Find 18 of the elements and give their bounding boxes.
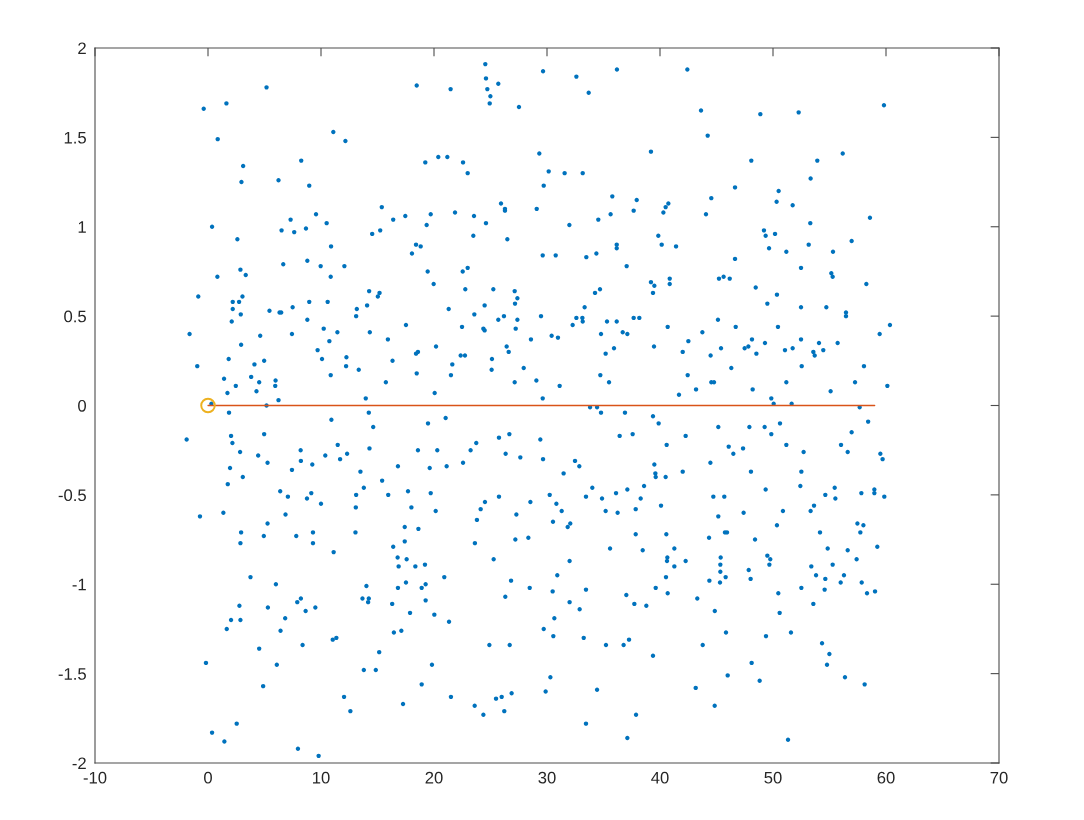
x-tick-label: 20 [425,771,443,784]
x-tick-label: 10 [313,771,330,784]
x-tick-label: 70 [990,771,1008,784]
x-tick-label: 60 [877,771,895,784]
y-tick-label: -2 [72,757,86,770]
y-tick-label: 0.5 [64,310,86,323]
y-tick-label: 2 [78,42,86,55]
y-tick-label: 1 [78,221,86,233]
x-tick-label: -10 [83,771,107,784]
y-tick-label: -1.5 [58,668,86,680]
y-tick-label: -0.5 [58,489,86,502]
x-tick-label: 0 [204,771,212,784]
x-tick-label: 40 [651,771,669,784]
y-tick-label: 0 [78,399,87,412]
x-tick-label: 30 [538,771,556,784]
y-tick-label: 1.5 [64,131,86,144]
y-tick-label: -1 [72,578,86,591]
x-tick-label: 50 [764,771,782,784]
